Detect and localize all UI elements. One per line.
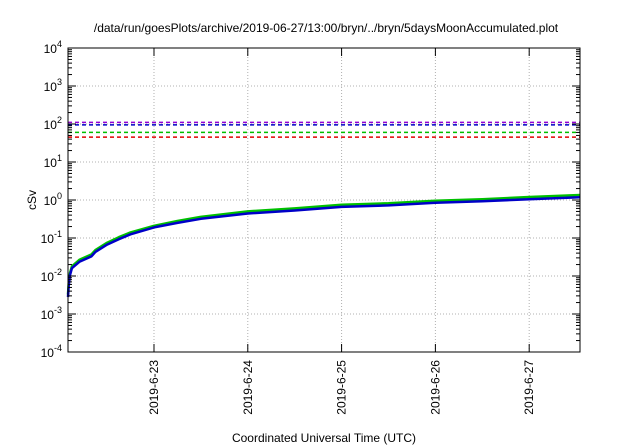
y-tick-label: 10-3 <box>41 305 62 322</box>
x-tick-label: 2019-6-27 <box>522 360 536 415</box>
y-tick-label: 104 <box>44 39 62 56</box>
y-axis-ticks: 10-4 10-3 10-2 10-1 100 101 102 103 104 <box>41 39 580 360</box>
series-line <box>66 193 581 295</box>
y-tick-label: 10-2 <box>41 267 62 284</box>
y-axis-label: cSv <box>25 190 39 210</box>
x-tick-label: 2019-6-24 <box>241 360 255 415</box>
y-tick-label: 100 <box>44 191 62 208</box>
x-axis-ticks: 2019-6-23 2019-6-24 2019-6-25 2019-6-26 2019… <box>147 48 536 415</box>
x-axis-label: Coordinated Universal Time (UTC) <box>232 431 416 445</box>
y-tick-label: 103 <box>44 77 62 94</box>
y-tick-label: 10-4 <box>41 343 62 360</box>
series-lines <box>66 193 581 298</box>
reference-lines <box>68 121 580 138</box>
y-tick-label: 102 <box>44 115 62 132</box>
y-tick-label: 101 <box>44 153 62 170</box>
x-tick-label: 2019-6-26 <box>428 360 442 415</box>
y-tick-label: 10-1 <box>41 229 62 246</box>
series-line <box>66 196 581 298</box>
chart-title: /data/run/goesPlots/archive/2019-06-27/1… <box>94 21 559 35</box>
x-tick-label: 2019-6-23 <box>147 360 161 415</box>
x-tick-label: 2019-6-25 <box>335 360 349 415</box>
